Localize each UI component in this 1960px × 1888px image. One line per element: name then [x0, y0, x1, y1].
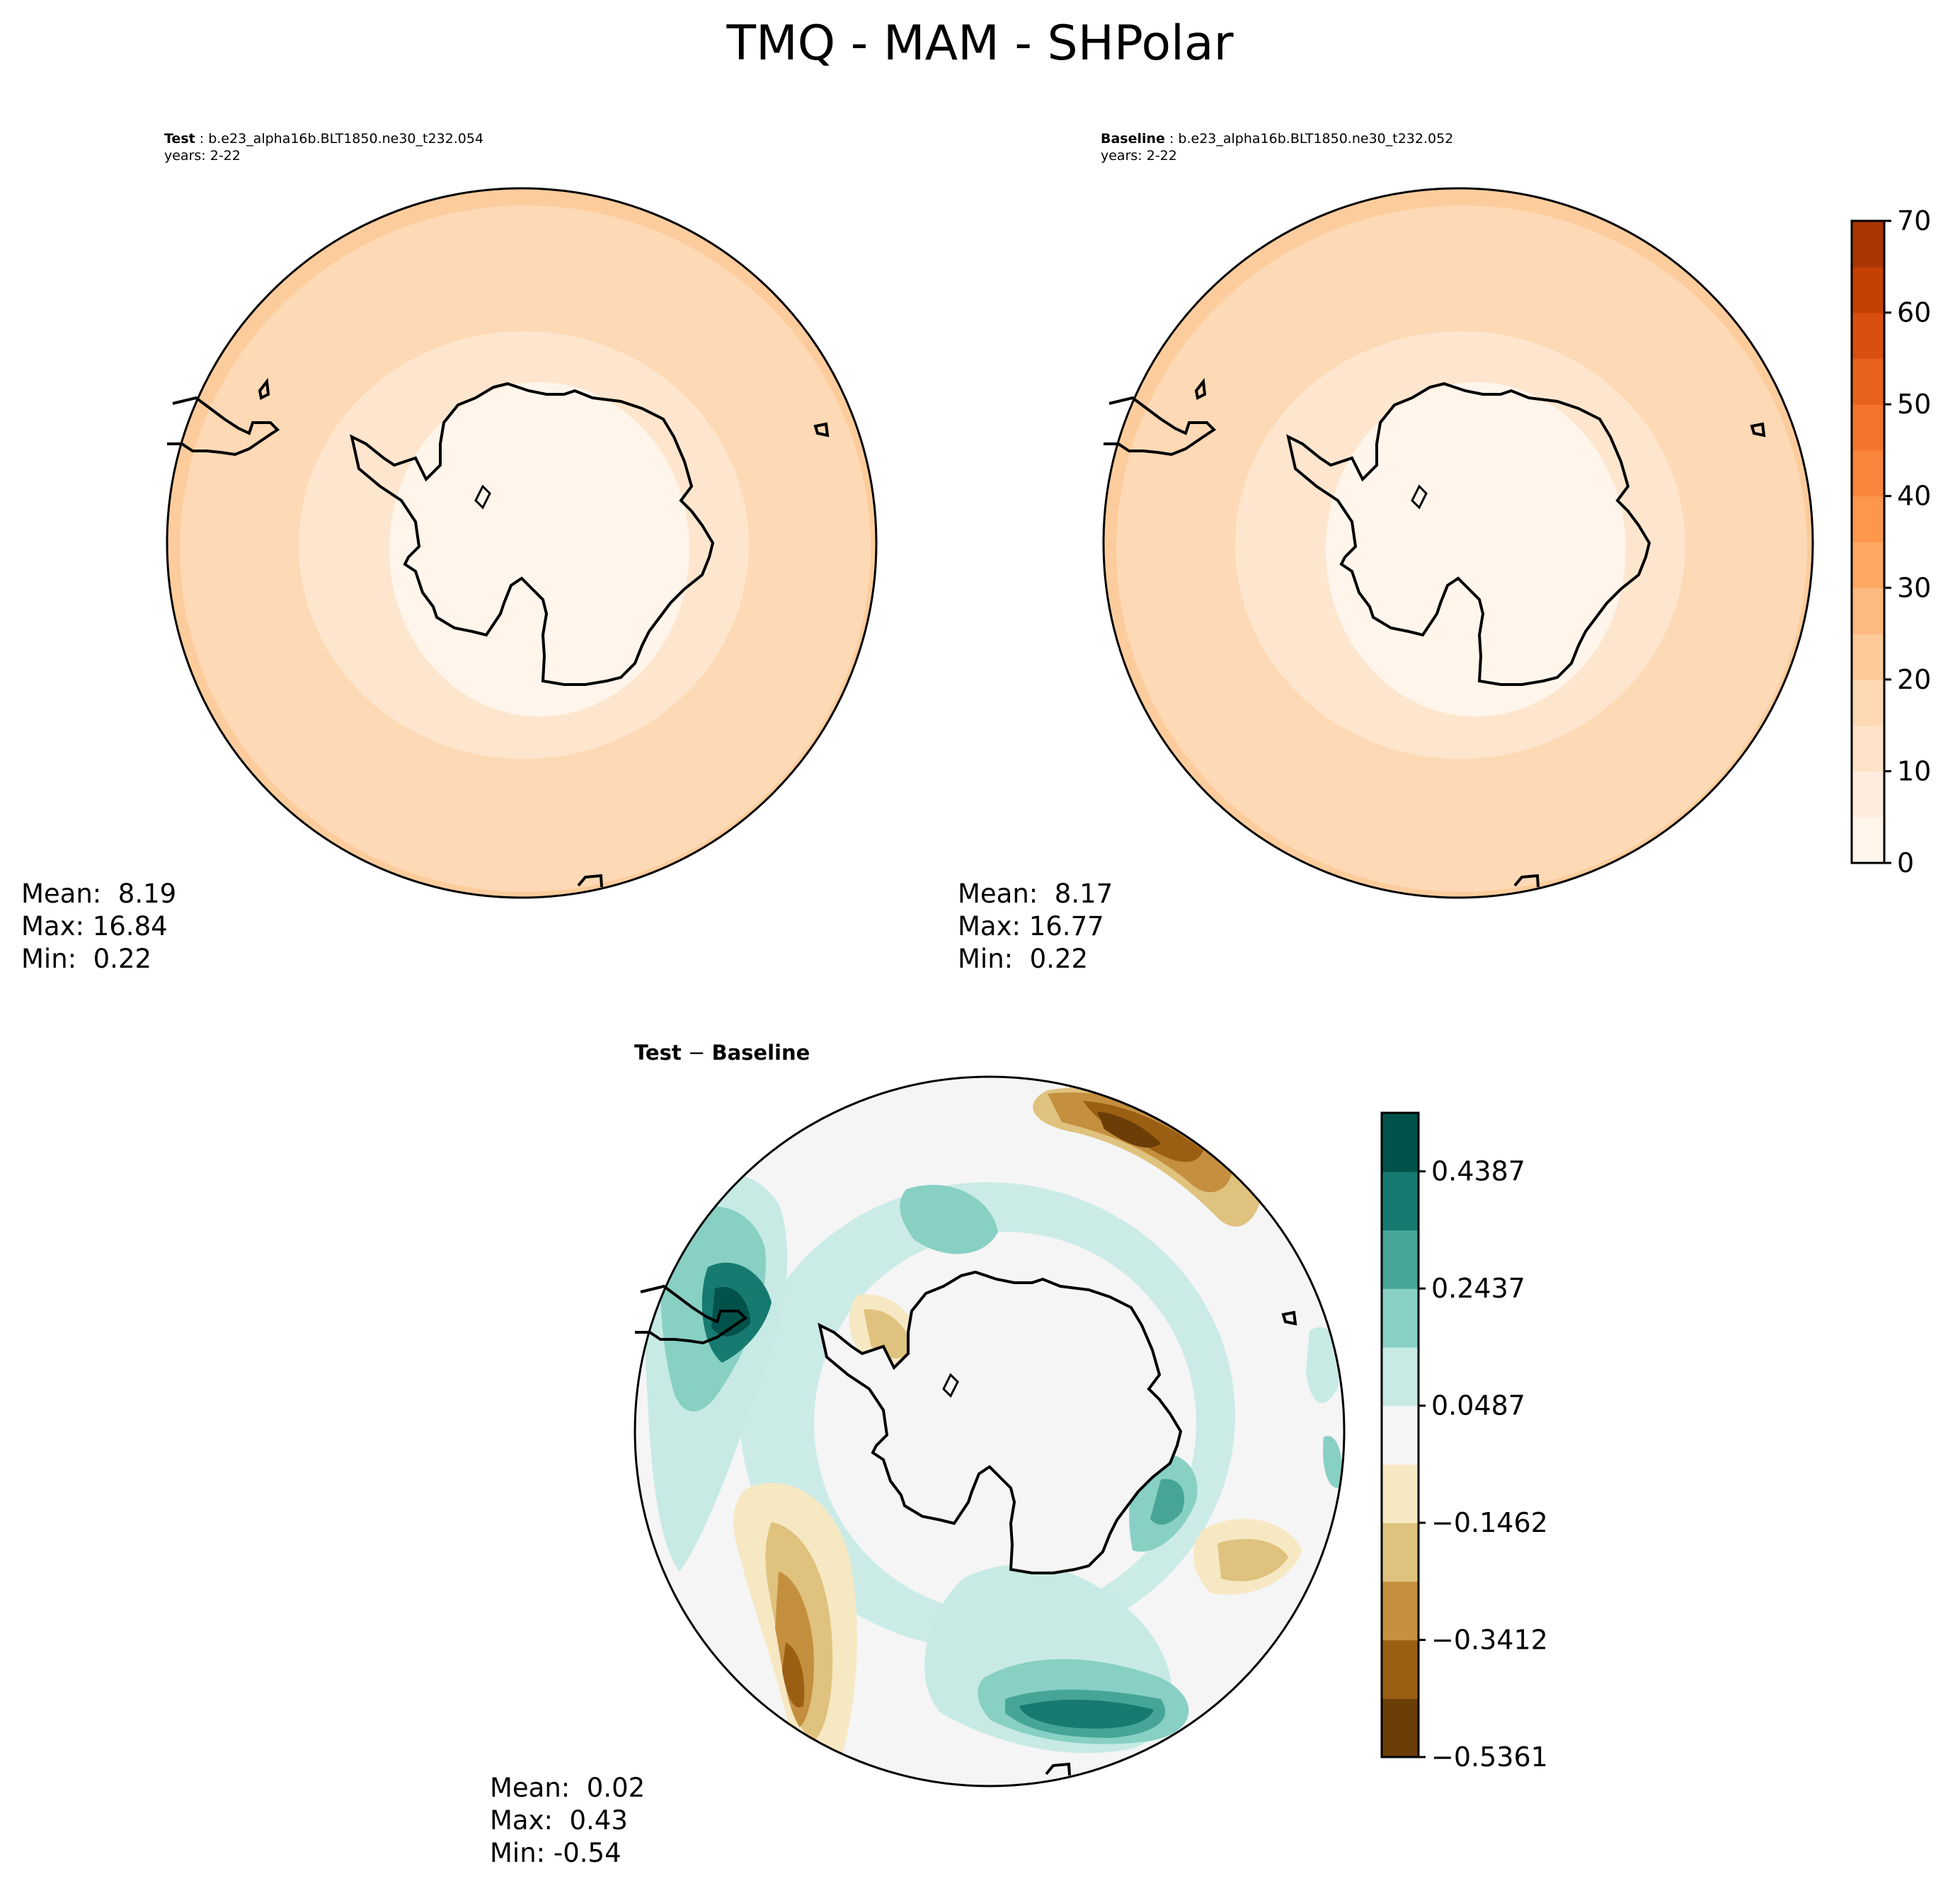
main-colorbar-tick-label-1: 10	[1897, 755, 1931, 786]
difference-title-sep: −	[681, 1041, 712, 1065]
main-colorbar-swatch-5	[1852, 588, 1884, 634]
baseline-mean: Mean: 8.17	[958, 879, 1113, 909]
baseline-map-border	[1102, 187, 1814, 899]
main-colorbar-swatch-2	[1852, 725, 1884, 772]
difference-colorbar-swatch-1	[1382, 1640, 1419, 1699]
test-max: Max: 16.84	[21, 911, 168, 942]
main-colorbar-tick-label-7: 70	[1897, 205, 1931, 236]
test-coastlines	[166, 377, 830, 888]
main-colorbar-swatch-11	[1852, 312, 1884, 359]
baseline-years: years: 2-22	[1101, 148, 1177, 164]
difference-title-baseline: Baseline	[711, 1041, 810, 1065]
test-panel-header: Test : b.e23_alpha16b.BLT1850.ne30_t232.…	[164, 131, 484, 164]
main-colorbar-swatch-9	[1852, 404, 1884, 451]
test-band-interior	[389, 382, 689, 716]
difference-colorbar-swatch-5	[1382, 1405, 1419, 1465]
difference-mean: Mean: 0.02	[490, 1773, 646, 1803]
baseline-map-panel	[1102, 187, 1814, 899]
main-colorbar-tick-label-2: 20	[1897, 664, 1931, 695]
difference-colorbar-outline	[1380, 1111, 1420, 1758]
main-colorbar-swatch-7	[1852, 496, 1884, 543]
test-mean: Mean: 8.19	[21, 879, 177, 909]
difference-map-panel	[634, 1075, 1346, 1787]
difference-title-test: Test	[634, 1041, 682, 1065]
baseline-stats: Mean: 8.17 Max: 16.77 Min: 0.22	[958, 878, 1113, 976]
difference-colorbar-swatch-10	[1382, 1113, 1419, 1172]
test-panel-label: Test	[164, 131, 195, 147]
difference-colorbar-tick-label-3: 0.0487	[1431, 1390, 1525, 1421]
difference-colorbar-swatch-6	[1382, 1346, 1419, 1407]
baseline-case-name: b.e23_alpha16b.BLT1850.ne30_t232.052	[1178, 131, 1454, 147]
main-colorbar-swatch-12	[1852, 266, 1884, 314]
baseline-max: Max: 16.77	[958, 911, 1104, 942]
baseline-min: Min: 0.22	[958, 944, 1089, 974]
main-colorbar-tick-label-4: 40	[1897, 481, 1931, 512]
difference-colorbar-tick-label-5: 0.4387	[1431, 1156, 1525, 1187]
difference-max: Max: 0.43	[490, 1805, 628, 1836]
main-colorbar-swatch-3	[1852, 679, 1884, 726]
difference-map-border	[634, 1075, 1346, 1787]
main-colorbar-outline	[1850, 219, 1886, 864]
main-colorbar-swatch-10	[1852, 358, 1884, 405]
baseline-coastlines	[1102, 377, 1766, 888]
difference-colorbar-swatch-9	[1382, 1171, 1419, 1231]
main-colorbar-swatch-4	[1852, 634, 1884, 680]
difference-colorbar-swatch-3	[1382, 1523, 1419, 1582]
main-colorbar-tick-label-3: 30	[1897, 572, 1931, 603]
main-colorbar-swatch-1	[1852, 771, 1884, 818]
test-case-name: b.e23_alpha16b.BLT1850.ne30_t232.054	[208, 131, 484, 147]
difference-colorbar-swatch-7	[1382, 1288, 1419, 1348]
difference-stats: Mean: 0.02 Max: 0.43 Min: -0.54	[490, 1772, 645, 1870]
difference-colorbar-swatch-4	[1382, 1464, 1419, 1523]
test-stats: Mean: 8.19 Max: 16.84 Min: 0.22	[21, 878, 176, 976]
main-colorbar-tick-label-6: 60	[1897, 297, 1931, 328]
difference-colorbar-tick-label-0: −0.5361	[1431, 1741, 1548, 1773]
test-min: Min: 0.22	[21, 944, 152, 974]
main-colorbar-swatch-0	[1852, 817, 1884, 864]
test-map-panel	[166, 187, 878, 899]
figure-title: TMQ - MAM - SHPolar	[726, 16, 1234, 71]
main-colorbar-swatch-6	[1852, 542, 1884, 588]
baseline-band-interior	[1326, 382, 1626, 716]
main-colorbar-swatch-8	[1852, 450, 1884, 497]
difference-min: Min: -0.54	[490, 1838, 621, 1868]
difference-colorbar-tick-label-1: −0.3412	[1431, 1625, 1548, 1656]
baseline-panel-header: Baseline : b.e23_alpha16b.BLT1850.ne30_t…	[1101, 131, 1454, 164]
baseline-panel-label: Baseline	[1101, 131, 1165, 147]
main-colorbar-tick-label-0: 0	[1897, 847, 1914, 879]
difference-colorbar-swatch-2	[1382, 1581, 1419, 1641]
difference-colorbar-swatch-8	[1382, 1230, 1419, 1289]
main-colorbar-swatch-13	[1852, 221, 1884, 268]
main-colorbar: 0 10 20 30 40 50 60 70	[1850, 205, 1931, 879]
test-map-border	[166, 187, 878, 899]
difference-panel-title: Test − Baseline	[634, 1041, 810, 1065]
difference-colorbar-tick-label-2: −0.1462	[1431, 1507, 1548, 1538]
difference-coastlines	[634, 1271, 1297, 1776]
difference-colorbar-swatch-0	[1382, 1698, 1419, 1758]
difference-colorbar-tick-label-4: 0.2437	[1431, 1273, 1525, 1304]
main-colorbar-tick-label-5: 50	[1897, 389, 1931, 420]
difference-colorbar: −0.5361 −0.3412 −0.1462 0.0487 0.2437 0.4387	[1380, 1111, 1548, 1773]
test-years: years: 2-22	[164, 148, 241, 164]
